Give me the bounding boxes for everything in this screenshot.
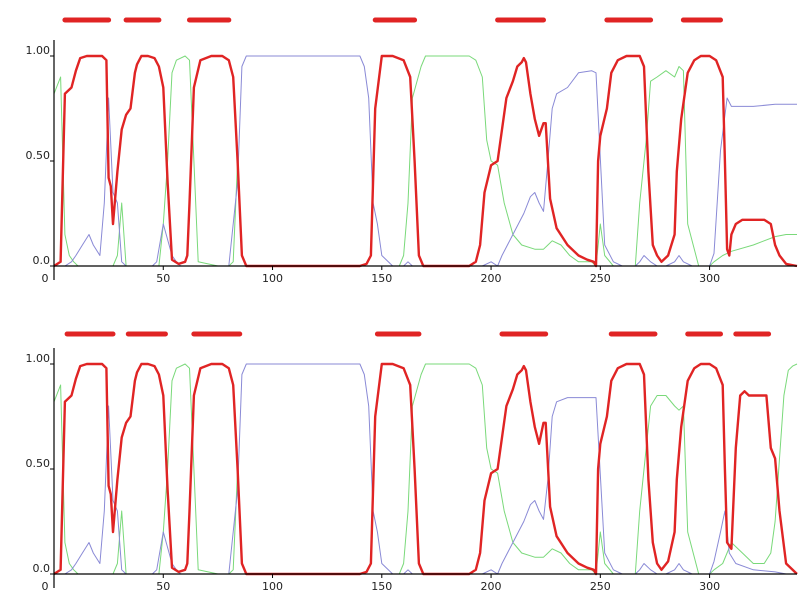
x-tick-label: 250 <box>590 580 611 593</box>
x-tick-label: 150 <box>371 272 392 285</box>
y-tick-label: 1.00 <box>26 352 51 365</box>
x-tick-label: 200 <box>481 272 502 285</box>
x-tick-label: 0 <box>42 272 49 285</box>
series-line-coil <box>54 363 797 575</box>
series-line-helix <box>53 54 798 268</box>
x-tick-label: 100 <box>262 272 283 285</box>
x-tick-label: 0 <box>42 580 49 593</box>
y-tick-label: 0.50 <box>26 149 51 162</box>
y-tick-label: 0.0 <box>33 562 51 575</box>
series-line-strand <box>53 55 797 267</box>
x-tick-label: 200 <box>481 580 502 593</box>
x-tick-label: 300 <box>699 272 720 285</box>
y-tick-label: 0.50 <box>26 457 51 470</box>
x-tick-label: 150 <box>371 580 392 593</box>
chart-panel-2: 0.0 0.50 1.00 0 50 100 150 200 250 300 <box>26 331 798 593</box>
x-tick-label: 250 <box>590 272 611 285</box>
series-line-helix <box>53 362 798 576</box>
x-tick-label: 50 <box>156 580 170 593</box>
y-tick-label: 0.0 <box>33 254 51 267</box>
x-tick-label: 50 <box>156 272 170 285</box>
x-tick-label: 300 <box>699 580 720 593</box>
chart-panel-1: 0.0 0.50 1.00 0 50 100 150 200 250 300 <box>26 17 798 285</box>
x-tick-label: 100 <box>262 580 283 593</box>
y-tick-label: 1.00 <box>26 44 51 57</box>
